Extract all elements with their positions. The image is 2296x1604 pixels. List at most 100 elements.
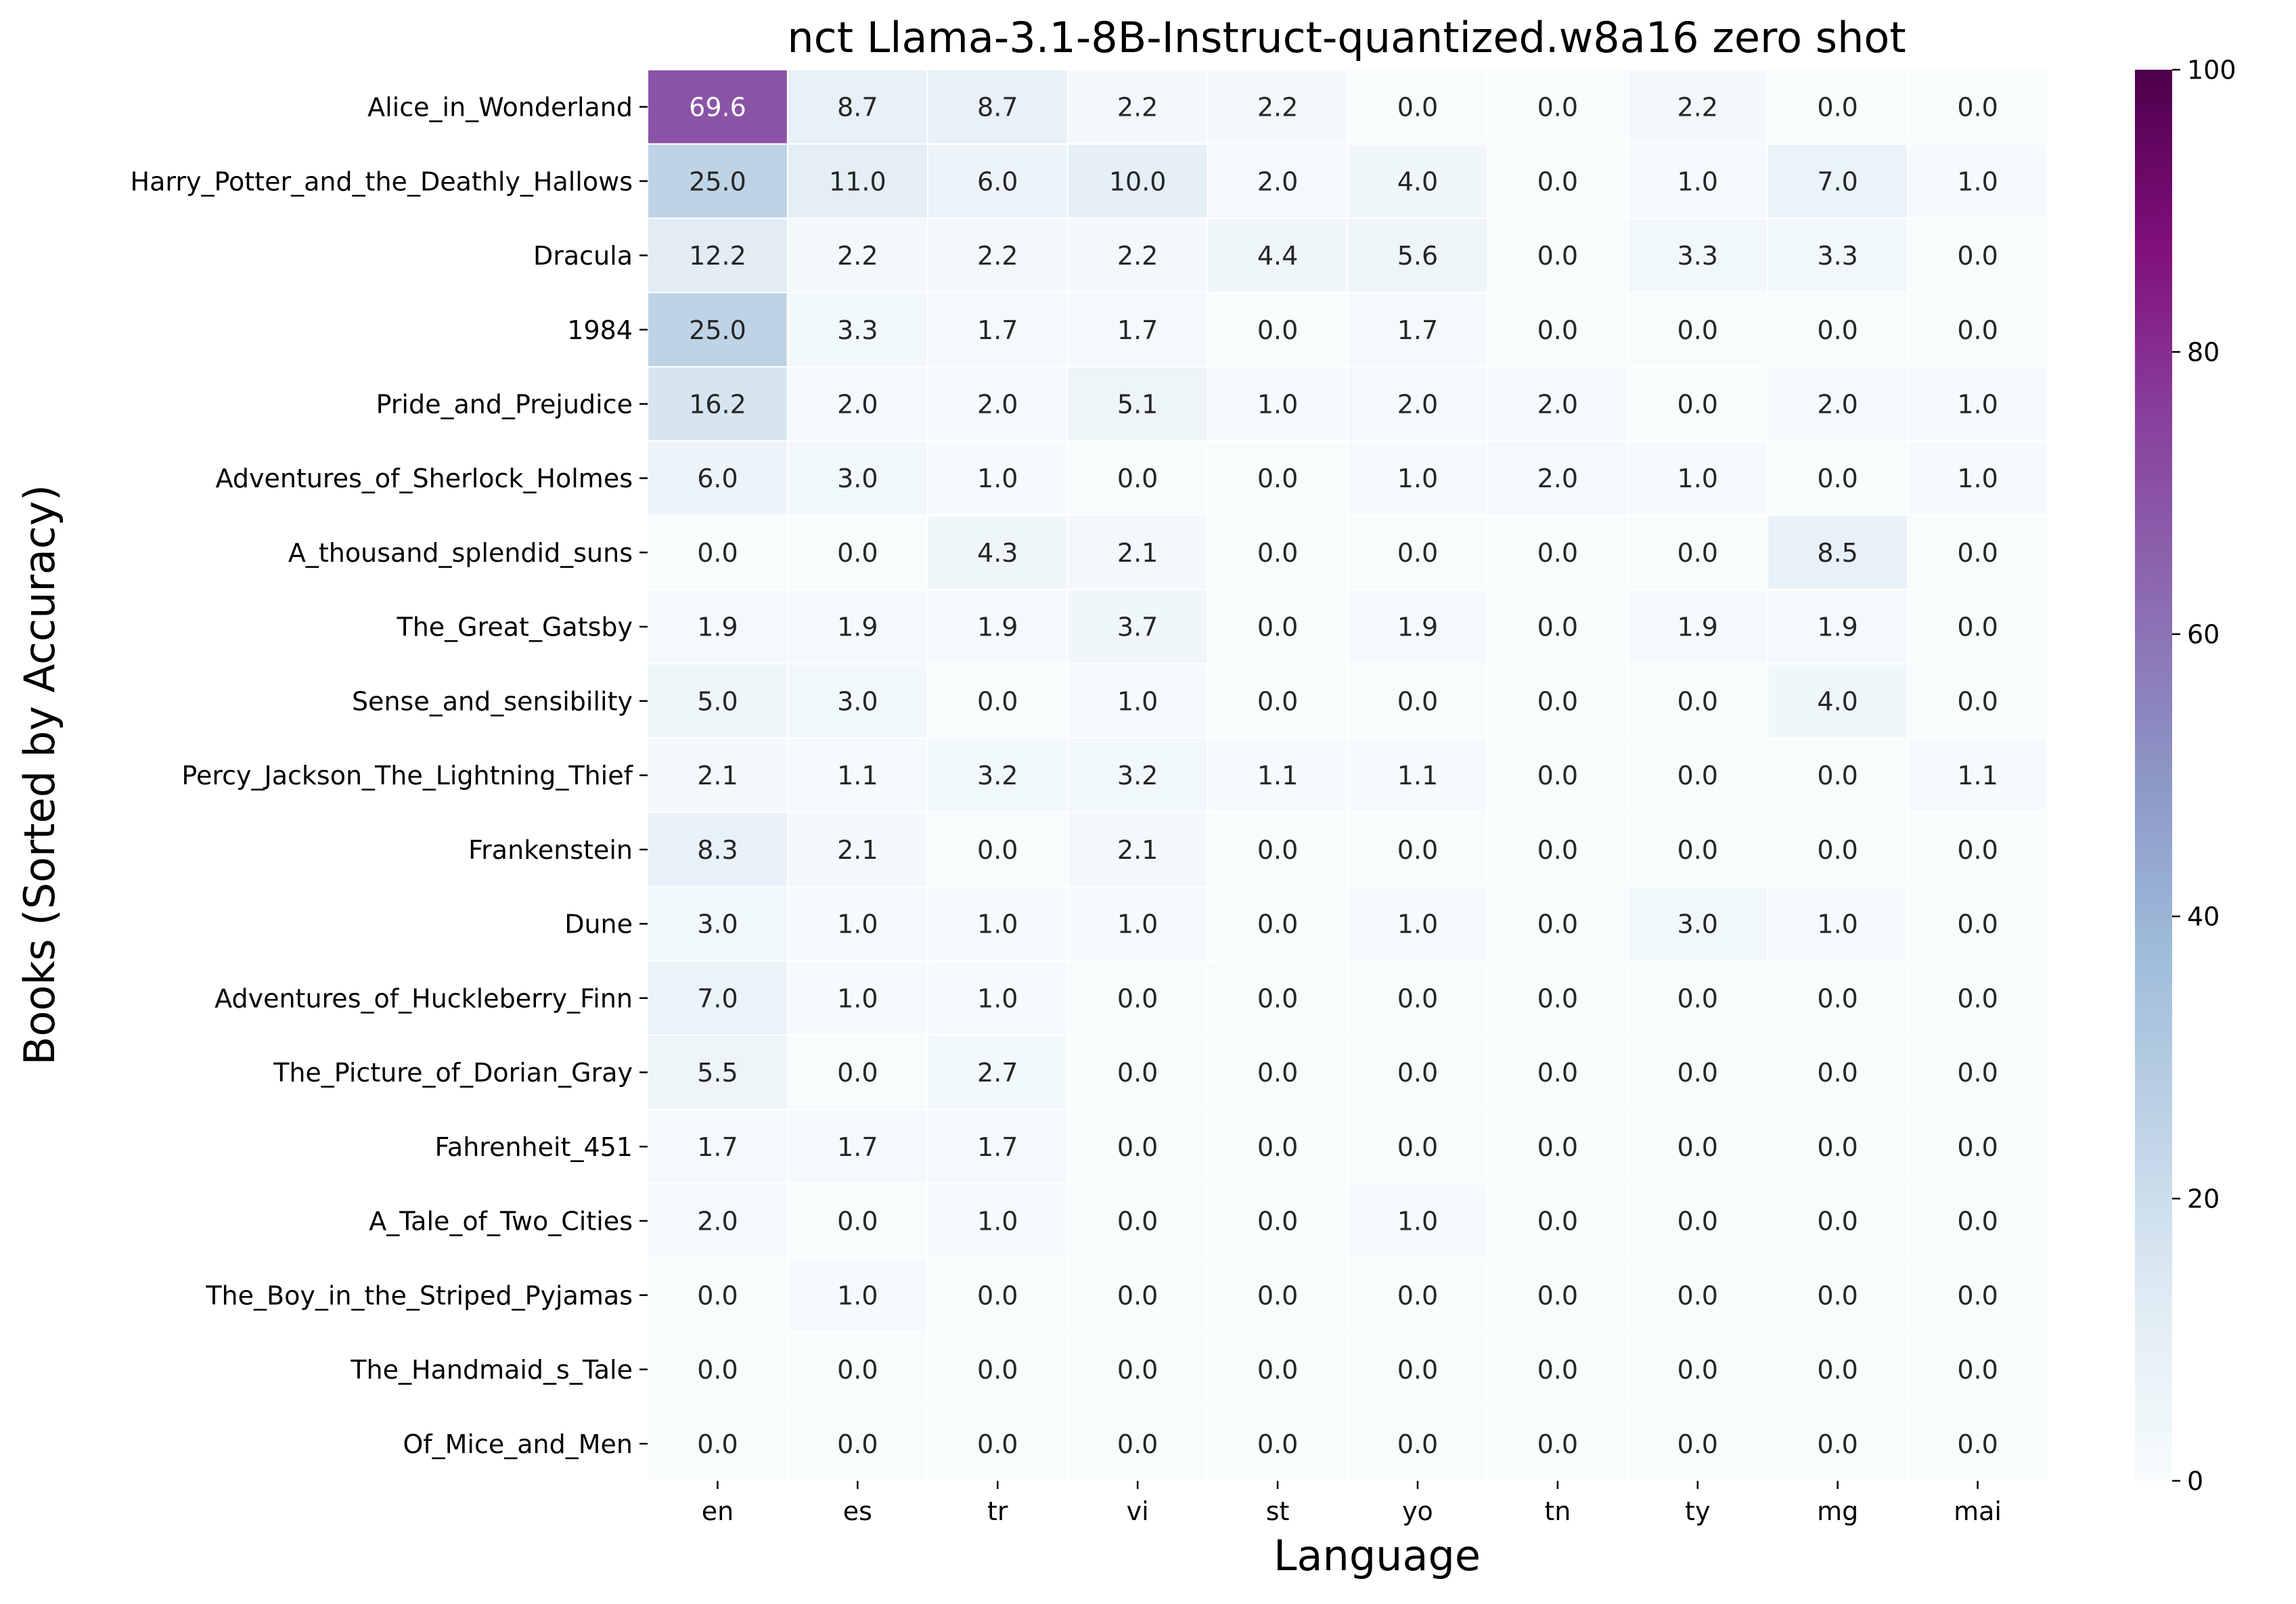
cell-value-label: 25.0 bbox=[689, 315, 746, 345]
cell-frankenstein-vi bbox=[1066, 811, 1209, 888]
cell-value-label: 1.0 bbox=[1397, 464, 1438, 493]
cell-value-label: 69.6 bbox=[689, 93, 746, 122]
cell-value-label: 0.0 bbox=[1957, 1355, 1998, 1385]
cell-1984-ty bbox=[1627, 292, 1769, 367]
cell-the-handmaid-s-tale-yo bbox=[1347, 1331, 1489, 1408]
cell-frankenstein-en bbox=[647, 811, 788, 888]
cell-value-label: 1.0 bbox=[1678, 166, 1718, 196]
cell-dracula-yo bbox=[1347, 217, 1489, 294]
cell-value-label: 2.0 bbox=[1537, 464, 1578, 493]
cell-value-label: 10.0 bbox=[1109, 166, 1167, 196]
cell-harry-potter-and-the-deathly-hallows-tr bbox=[926, 143, 1068, 219]
row-label-of-mice-and-men: Of_Mice_and_Men bbox=[403, 1429, 633, 1459]
row-label-a-thousand-splendid-suns: A_thousand_splendid_suns bbox=[288, 538, 633, 568]
cell-value-label: 0.0 bbox=[1537, 538, 1578, 568]
cell-fahrenheit-451-mg bbox=[1767, 1109, 1909, 1185]
cell-value-label: 0.0 bbox=[1817, 1280, 1858, 1310]
cell-the-boy-in-the-striped-pyjamas-mai bbox=[1907, 1257, 2049, 1333]
cell-value-label: 0.0 bbox=[1257, 1132, 1298, 1162]
cell-value-label: 0.0 bbox=[1957, 1207, 1998, 1237]
cell-value-label: 0.0 bbox=[1117, 1132, 1158, 1162]
cell-value-label: 4.4 bbox=[1257, 241, 1298, 271]
cell-value-label: 1.0 bbox=[1678, 464, 1718, 493]
cell-a-thousand-splendid-suns-mg bbox=[1767, 514, 1909, 591]
cell-value-label: 1.0 bbox=[977, 910, 1018, 939]
x-axis-label: Language bbox=[1274, 1531, 1481, 1580]
cell-value-label: 12.2 bbox=[689, 241, 746, 271]
cell-value-label: 2.2 bbox=[837, 241, 878, 271]
cell-value-label: 1.7 bbox=[977, 315, 1018, 345]
cell-frankenstein-tr bbox=[926, 811, 1068, 888]
colorbar-gradient bbox=[2135, 70, 2172, 1481]
cell-value-label: 0.0 bbox=[1817, 1058, 1858, 1088]
cell-percy-jackson-the-lightning-thief-yo bbox=[1347, 737, 1489, 814]
cell-value-label: 0.0 bbox=[1678, 538, 1718, 568]
cell-value-label: 0.0 bbox=[1537, 983, 1578, 1013]
cell-dune-es bbox=[786, 886, 928, 962]
cell-value-label: 0.0 bbox=[1257, 1280, 1298, 1310]
cell-pride-and-prejudice-mg bbox=[1767, 365, 1909, 442]
cell-value-label: 3.3 bbox=[1817, 241, 1858, 271]
cell-frankenstein-tn bbox=[1487, 811, 1629, 888]
cell-dracula-st bbox=[1207, 217, 1349, 294]
cell-value-label: 4.0 bbox=[1397, 166, 1438, 196]
row-label-the-great-gatsby: The_Great_Gatsby bbox=[396, 612, 633, 642]
cell-1984-st bbox=[1207, 292, 1349, 367]
cell-value-label: 0.0 bbox=[1817, 1132, 1858, 1162]
cell-value-label: 0.0 bbox=[1678, 1429, 1718, 1459]
cell-value-label: 1.0 bbox=[1117, 910, 1158, 939]
cell-dracula-mg bbox=[1767, 217, 1909, 294]
cell-value-label: 2.0 bbox=[837, 389, 878, 419]
cell-value-label: 0.0 bbox=[977, 1429, 1018, 1459]
cell-a-thousand-splendid-suns-mai bbox=[1907, 514, 2049, 591]
cell-value-label: 0.0 bbox=[1397, 93, 1438, 122]
cell-value-label: 0.0 bbox=[1537, 612, 1578, 642]
colorbar-tick-label: 20 bbox=[2187, 1184, 2220, 1214]
cell-value-label: 0.0 bbox=[1678, 686, 1718, 716]
cell-value-label: 0.0 bbox=[1957, 1280, 1998, 1310]
cell-dune-mai bbox=[1907, 886, 2049, 962]
cell-1984-yo bbox=[1347, 292, 1489, 367]
cell-value-label: 0.0 bbox=[1537, 241, 1578, 271]
cell-the-boy-in-the-striped-pyjamas-tn bbox=[1487, 1257, 1629, 1333]
cell-value-label: 0.0 bbox=[1117, 1429, 1158, 1459]
colorbar-tick-label: 40 bbox=[2187, 902, 2220, 932]
row-label-sense-and-sensibility: Sense_and_sensibility bbox=[352, 686, 633, 716]
cell-sense-and-sensibility-tn bbox=[1487, 663, 1629, 739]
cell-value-label: 1.9 bbox=[977, 612, 1018, 642]
cell-alice-in-wonderland-tr bbox=[926, 69, 1068, 145]
cell-a-tale-of-two-cities-mai bbox=[1907, 1183, 2049, 1259]
cell-value-label: 0.0 bbox=[697, 1429, 738, 1459]
cell-the-picture-of-dorian-gray-vi bbox=[1066, 1034, 1209, 1111]
cell-value-label: 3.0 bbox=[697, 910, 738, 939]
cell-value-label: 0.0 bbox=[1678, 1058, 1718, 1088]
cell-of-mice-and-men-tr bbox=[926, 1406, 1068, 1482]
cell-value-label: 1.1 bbox=[1257, 761, 1298, 790]
cell-value-label: 5.5 bbox=[697, 1058, 738, 1088]
cell-value-label: 1.1 bbox=[1397, 761, 1438, 790]
cell-value-label: 0.0 bbox=[1957, 983, 1998, 1013]
cell-pride-and-prejudice-st bbox=[1207, 365, 1349, 442]
cell-dune-mg bbox=[1767, 886, 1909, 962]
cell-value-label: 5.6 bbox=[1397, 241, 1438, 271]
cell-adventures-of-sherlock-holmes-st bbox=[1207, 440, 1349, 516]
cell-alice-in-wonderland-en bbox=[647, 69, 788, 145]
cell-value-label: 0.0 bbox=[1257, 464, 1298, 493]
cell-the-picture-of-dorian-gray-tr bbox=[926, 1034, 1068, 1111]
column-label-mg: mg bbox=[1817, 1496, 1858, 1526]
cell-the-great-gatsby-es bbox=[786, 589, 928, 665]
cell-fahrenheit-451-tr bbox=[926, 1109, 1068, 1185]
cell-a-thousand-splendid-suns-ty bbox=[1627, 514, 1769, 591]
cell-dracula-en bbox=[647, 217, 788, 294]
row-label-a-tale-of-two-cities: A_Tale_of_Two_Cities bbox=[369, 1207, 633, 1237]
cell-pride-and-prejudice-mai bbox=[1907, 365, 2049, 442]
cell-of-mice-and-men-st bbox=[1207, 1406, 1349, 1482]
cell-value-label: 2.2 bbox=[1117, 241, 1158, 271]
cell-value-label: 16.2 bbox=[689, 389, 746, 419]
column-label-yo: yo bbox=[1402, 1496, 1433, 1526]
cell-value-label: 0.0 bbox=[1397, 1280, 1438, 1310]
column-label-en: en bbox=[702, 1496, 734, 1526]
cell-value-label: 8.3 bbox=[697, 835, 738, 865]
cell-a-thousand-splendid-suns-tn bbox=[1487, 514, 1629, 591]
